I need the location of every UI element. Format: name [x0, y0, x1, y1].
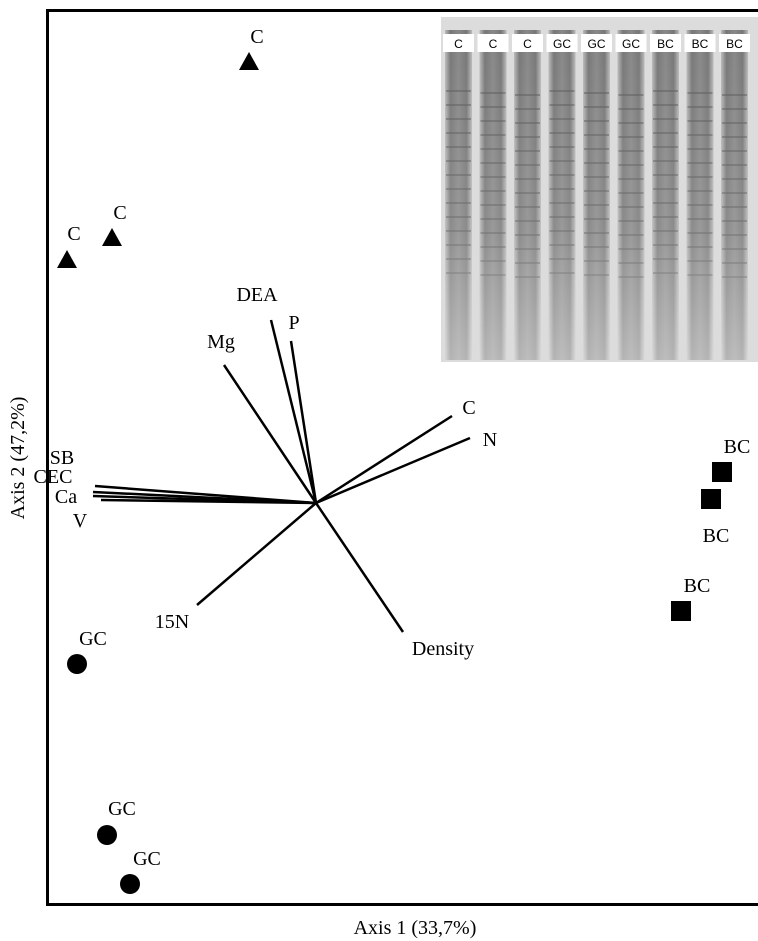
gel-lane-label: BC — [692, 37, 709, 51]
vector — [197, 503, 316, 605]
circle-marker — [97, 825, 117, 845]
point-label: C — [113, 202, 126, 224]
vector-label: Ca — [55, 486, 77, 508]
point-label: C — [67, 223, 80, 245]
gel-lane-label: GC — [553, 37, 571, 51]
triangle-marker — [239, 52, 259, 70]
gel-lane-fade — [445, 30, 472, 360]
vector-label: CEC — [34, 466, 73, 488]
vector-label: Mg — [207, 331, 235, 353]
gel-lane-fade — [480, 30, 507, 360]
gel-lane-label: GC — [622, 37, 640, 51]
y-axis-title: Axis 2 (47,2%) — [7, 397, 29, 520]
vector-label: DEA — [236, 284, 278, 306]
gel-lane-fade — [583, 30, 610, 360]
triangle-marker — [102, 228, 122, 246]
gel-lane-fade — [652, 30, 679, 360]
gel-lane-label: C — [489, 37, 498, 51]
vector-label: V — [73, 510, 88, 532]
vector — [316, 503, 403, 632]
gel-lane-fade — [549, 30, 576, 360]
gel-lane-fade — [721, 30, 748, 360]
square-marker — [671, 601, 691, 621]
vector — [316, 416, 452, 503]
gel-lane-label: C — [454, 37, 463, 51]
point-label: BC — [684, 575, 711, 597]
gel-image: C C C GC GC GC BC BC BC — [441, 17, 758, 362]
gel-lane-fade — [618, 30, 645, 360]
point-label: BC — [703, 525, 730, 547]
gel-lane-fade — [687, 30, 714, 360]
square-marker — [712, 462, 732, 482]
vector — [271, 320, 316, 503]
triangle-marker — [57, 250, 77, 268]
gel-lane-fade — [514, 30, 541, 360]
gel-lane-label: C — [523, 37, 532, 51]
circle-marker — [120, 874, 140, 894]
vector-label: Density — [412, 638, 474, 660]
vector-label: 15N — [155, 611, 189, 633]
vector-label: C — [462, 397, 475, 419]
point-label: GC — [133, 848, 161, 870]
vector-label: N — [483, 429, 497, 451]
vector — [291, 341, 316, 503]
vector-label: P — [288, 312, 299, 334]
gel-lane-label: GC — [588, 37, 606, 51]
gel-lane-label: BC — [726, 37, 743, 51]
x-axis-title: Axis 1 (33,7%) — [354, 917, 477, 939]
point-label: GC — [79, 628, 107, 650]
point-label: GC — [108, 798, 136, 820]
vector — [316, 438, 470, 503]
vector — [224, 365, 316, 503]
point-label: BC — [724, 436, 751, 458]
point-label: C — [250, 26, 263, 48]
circle-marker — [67, 654, 87, 674]
biplot: C C C GC GC GC BC BC BC Axis 1 (33,7%) Axis 2 (4… — [0, 0, 758, 941]
gel-lane-label: BC — [657, 37, 674, 51]
square-marker — [701, 489, 721, 509]
